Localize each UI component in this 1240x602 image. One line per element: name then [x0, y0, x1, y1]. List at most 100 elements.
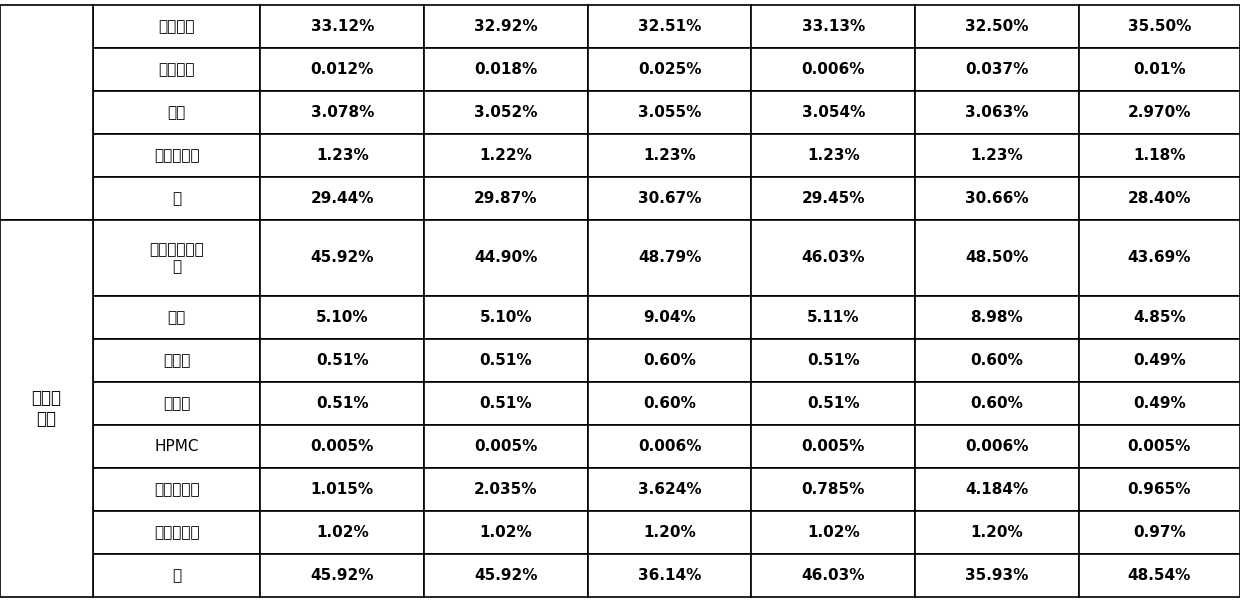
Text: 1.02%: 1.02% [316, 525, 368, 540]
Text: 1.23%: 1.23% [971, 148, 1023, 163]
Text: 0.51%: 0.51% [807, 396, 859, 411]
Bar [1079, 511, 1240, 554]
Text: 45.92%: 45.92% [310, 250, 374, 265]
Text: 1.20%: 1.20% [971, 525, 1023, 540]
Bar [915, 511, 1079, 554]
Bar [260, 468, 424, 511]
Text: 0.006%: 0.006% [637, 439, 702, 454]
Bar [915, 339, 1079, 382]
Bar [751, 382, 915, 425]
Bar [1079, 468, 1240, 511]
Bar [424, 91, 588, 134]
Bar [588, 468, 751, 511]
Bar [751, 91, 915, 134]
Text: 0.51%: 0.51% [807, 353, 859, 368]
Bar [751, 425, 915, 468]
Bar [424, 554, 588, 597]
Text: 陶粒壳
材料: 陶粒壳 材料 [31, 389, 62, 428]
Text: 0.005%: 0.005% [310, 439, 374, 454]
Bar [1079, 48, 1240, 91]
Text: 35.50%: 35.50% [1127, 19, 1192, 34]
Bar [588, 220, 751, 296]
Text: 3.063%: 3.063% [965, 105, 1029, 120]
Bar [1079, 554, 1240, 597]
Bar [751, 339, 915, 382]
Bar [260, 511, 424, 554]
Bar [1079, 134, 1240, 177]
Text: 硫酸钓: 硫酸钓 [162, 396, 191, 411]
Bar [588, 296, 751, 339]
Bar [93, 296, 260, 339]
Text: 28.40%: 28.40% [1127, 191, 1192, 206]
Bar [915, 177, 1079, 220]
Text: 0.785%: 0.785% [801, 482, 866, 497]
Text: 1.23%: 1.23% [316, 148, 368, 163]
Text: 35.93%: 35.93% [965, 568, 1029, 583]
Bar [260, 425, 424, 468]
Bar [1079, 382, 1240, 425]
Text: 5.10%: 5.10% [316, 310, 368, 325]
Bar [915, 554, 1079, 597]
Bar [751, 296, 915, 339]
Bar [915, 91, 1079, 134]
Bar [1079, 177, 1240, 220]
Text: 0.51%: 0.51% [316, 396, 368, 411]
Text: 0.01%: 0.01% [1133, 62, 1185, 77]
Text: 0.018%: 0.018% [474, 62, 538, 77]
Bar [1079, 5, 1240, 48]
Bar [260, 382, 424, 425]
Bar [751, 468, 915, 511]
Text: HPMC: HPMC [155, 439, 198, 454]
Text: 2.035%: 2.035% [474, 482, 538, 497]
Text: 8.98%: 8.98% [971, 310, 1023, 325]
Bar [588, 48, 751, 91]
Bar [93, 48, 260, 91]
Bar [424, 425, 588, 468]
Text: 1.18%: 1.18% [1133, 148, 1185, 163]
Text: 48.79%: 48.79% [637, 250, 702, 265]
Bar [0, 220, 93, 597]
Bar [915, 468, 1079, 511]
Bar [588, 339, 751, 382]
Bar [588, 425, 751, 468]
Text: 0.037%: 0.037% [965, 62, 1029, 77]
Text: 33.12%: 33.12% [310, 19, 374, 34]
Text: 43.69%: 43.69% [1127, 250, 1192, 265]
Text: 44.90%: 44.90% [474, 250, 538, 265]
Text: 聚苯颗粒: 聚苯颗粒 [159, 62, 195, 77]
Bar [260, 296, 424, 339]
Text: 4.184%: 4.184% [965, 482, 1029, 497]
Text: 5.11%: 5.11% [807, 310, 859, 325]
Text: 29.45%: 29.45% [801, 191, 866, 206]
Bar [1079, 91, 1240, 134]
Text: 0.60%: 0.60% [644, 396, 696, 411]
Text: 3.052%: 3.052% [474, 105, 538, 120]
Bar [915, 5, 1079, 48]
Bar [424, 468, 588, 511]
Text: 1.20%: 1.20% [644, 525, 696, 540]
Bar [93, 425, 260, 468]
Bar [751, 5, 915, 48]
Bar [260, 339, 424, 382]
Bar [915, 220, 1079, 296]
Text: 0.005%: 0.005% [1127, 439, 1192, 454]
Bar [915, 48, 1079, 91]
Bar [1079, 339, 1240, 382]
Bar [93, 339, 260, 382]
Text: 0.60%: 0.60% [971, 353, 1023, 368]
Text: 萸系减水剂: 萸系减水剂 [154, 148, 200, 163]
Text: 46.03%: 46.03% [801, 250, 866, 265]
Text: 45.92%: 45.92% [310, 568, 374, 583]
Bar [93, 177, 260, 220]
Bar [424, 48, 588, 91]
Text: 1.22%: 1.22% [480, 148, 532, 163]
Bar [424, 220, 588, 296]
Text: 0.025%: 0.025% [637, 62, 702, 77]
Bar [260, 5, 424, 48]
Bar [93, 382, 260, 425]
Bar [1079, 425, 1240, 468]
Bar [588, 554, 751, 597]
Bar [260, 177, 424, 220]
Bar [588, 511, 751, 554]
Text: 32.92%: 32.92% [474, 19, 538, 34]
